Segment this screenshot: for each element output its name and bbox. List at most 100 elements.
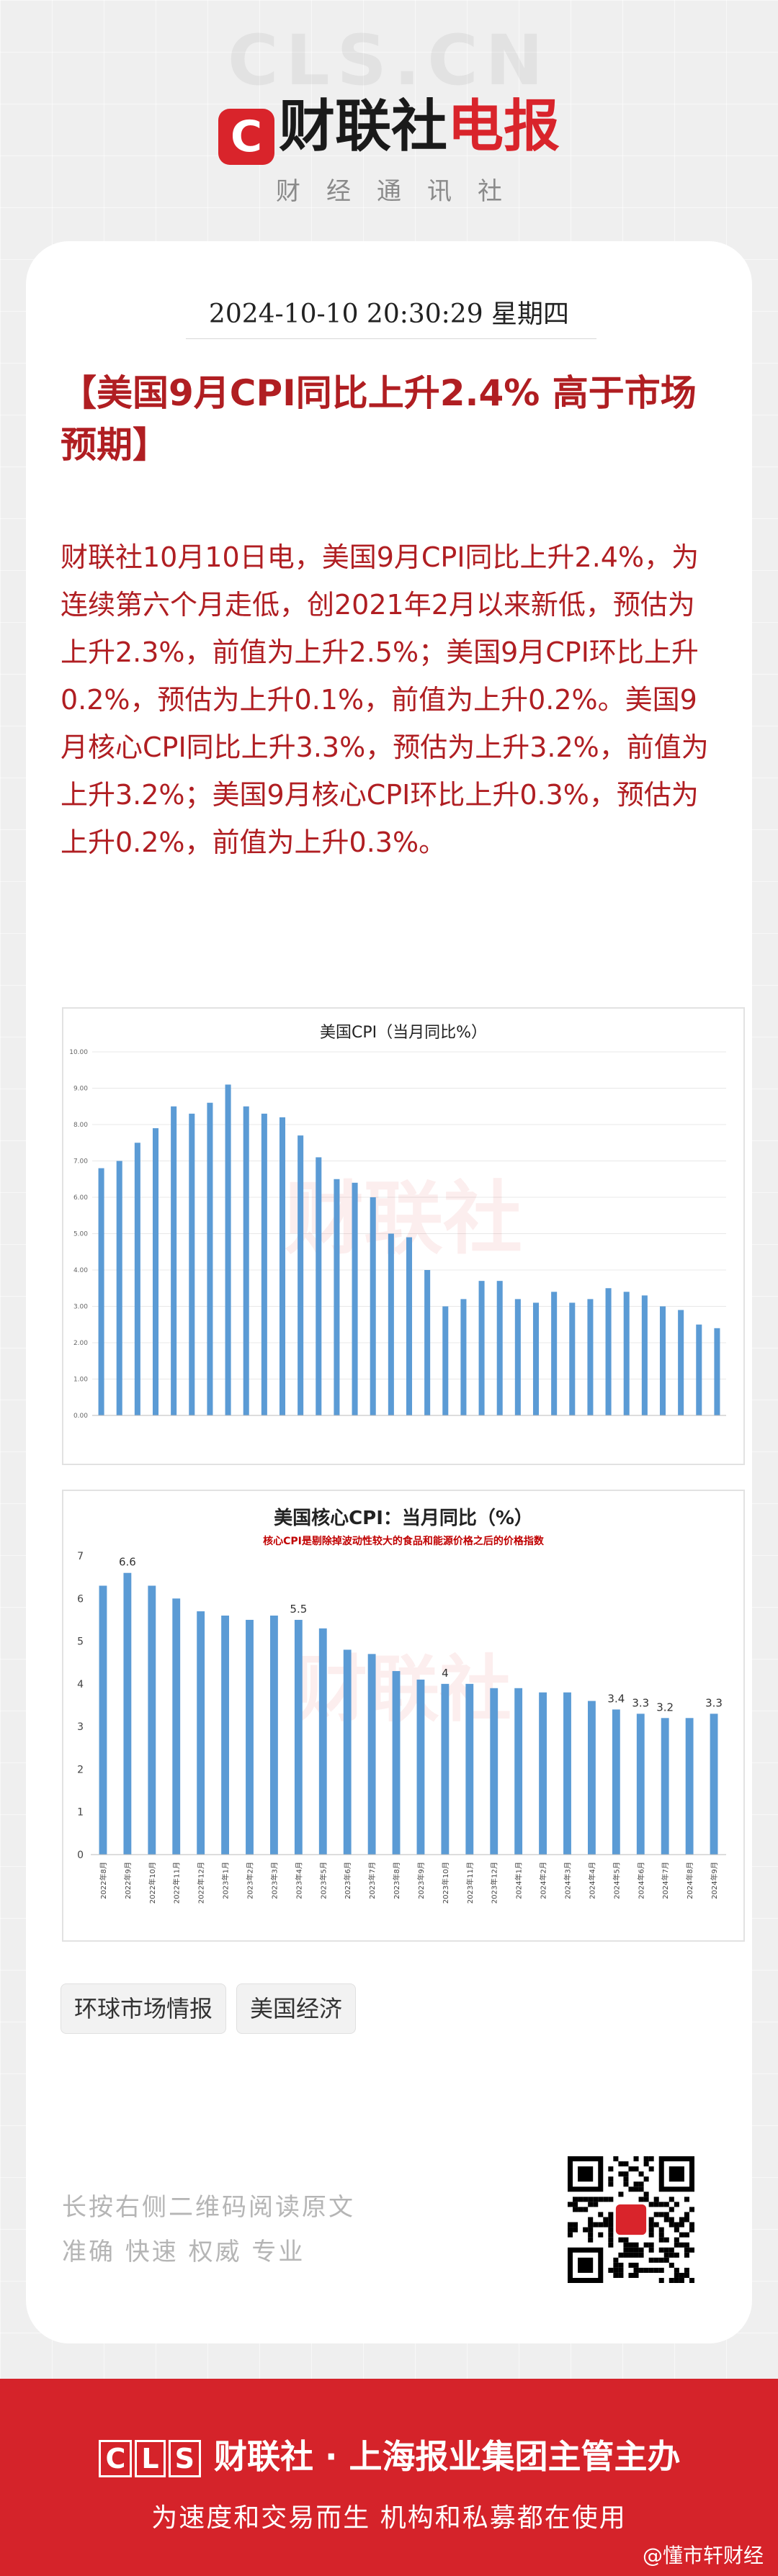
core-cpi-title: 美国核心CPI：当月同比（%） (274, 1507, 533, 1529)
core-cpi-y-tick: 0 (77, 1850, 84, 1861)
cls-watermark: CLS.CN (227, 20, 551, 101)
tag-global-market[interactable]: 环球市场情报 (61, 1983, 227, 2034)
qr-caption: 长按右侧二维码阅读原文 准确 快速 权威 专业 (62, 2185, 355, 2274)
cpi-bar (424, 1270, 431, 1415)
cpi-bar (225, 1084, 231, 1415)
core-cpi-x-tick: 2023年8月 (392, 1862, 401, 1899)
core-cpi-x-tick: 2023年7月 (367, 1862, 377, 1899)
core-cpi-x-tick: 2023年6月 (343, 1862, 352, 1899)
article-card: 2024-10-10 20:30:29 星期四 【美国9月CPI同比上升2.4%… (26, 241, 752, 2343)
core-cpi-x-tick: 2024年1月 (514, 1862, 524, 1899)
core-cpi-y-tick: 7 (77, 1551, 84, 1562)
cpi-bar (243, 1106, 249, 1415)
core-cpi-x-tick: 2022年12月 (197, 1862, 206, 1904)
cpi-bar (279, 1117, 286, 1415)
cpi-bar (714, 1328, 720, 1415)
core-cpi-x-tick: 2024年2月 (539, 1862, 548, 1899)
core-cpi-y-tick: 1 (77, 1807, 84, 1819)
weibo-handle: @懂市轩财经 (642, 2544, 764, 2567)
core-cpi-x-tick: 2024年7月 (661, 1862, 670, 1899)
qr-center-logo (615, 2204, 647, 2235)
cpi-bar (641, 1295, 648, 1415)
footer-slogan: 为速度和交易而生 机构和私募都在使用 (151, 2503, 627, 2533)
cpi-chart-watermark: 财联社 (285, 1173, 522, 1265)
core-cpi-chart-svg: 美国核心CPI：当月同比（%） 核心CPI是剔除掉波动性较大的食品和能源价格之后的… (77, 1507, 726, 1904)
tag-list: 环球市场情报 美国经济 (61, 1983, 366, 2034)
core-cpi-bar (685, 1718, 694, 1855)
core-cpi-x-tick: 2022年10月 (148, 1862, 157, 1904)
cpi-y-tick: 7.00 (73, 1158, 88, 1166)
logo-text-red: 电报 (447, 94, 560, 159)
cpi-chart-title: 美国CPI（当月同比%） (320, 1024, 487, 1042)
core-cpi-y-tick: 5 (77, 1636, 84, 1648)
qr-code[interactable] (568, 2156, 694, 2283)
logo-c-badge: C (218, 109, 274, 165)
cpi-bar (551, 1292, 558, 1415)
core-cpi-x-tick: 2023年10月 (441, 1862, 450, 1904)
core-cpi-bar (343, 1649, 352, 1855)
core-cpi-bar (416, 1679, 425, 1855)
core-cpi-x-tick: 2023年3月 (269, 1862, 279, 1899)
core-cpi-bar (636, 1713, 645, 1855)
core-cpi-x-tick: 2023年4月 (294, 1862, 303, 1899)
cpi-bar (152, 1128, 159, 1415)
cpi-chart: 美国CPI（当月同比%） 0.00 1.00 2.00 3.00 4.00 5.00 6.00… (62, 1007, 745, 1465)
qr-caption-line1: 长按右侧二维码阅读原文 (62, 2193, 355, 2222)
footer-brand: 财联社 (213, 2437, 313, 2476)
cpi-bar (261, 1113, 267, 1415)
article-body: 财联社10月10日电，美国9月CPI同比上升2.4%，为连续第六个月走低，创20… (61, 541, 709, 858)
core-cpi-x-tick: 2023年2月 (246, 1862, 255, 1899)
core-cpi-bar (318, 1628, 327, 1855)
core-cpi-bar (514, 1688, 523, 1855)
core-cpi-y-tick: 2 (77, 1764, 84, 1775)
core-cpi-x-tick: 2023年12月 (490, 1862, 499, 1904)
cpi-y-tick: 5.00 (73, 1231, 88, 1238)
tag-us-economy[interactable]: 美国经济 (236, 1983, 357, 2034)
core-cpi-y-tick: 3 (77, 1721, 84, 1733)
cpi-y-tick: 0.00 (73, 1413, 88, 1420)
qr-caption-line2: 准确 快速 权威 专业 (62, 2238, 305, 2266)
cpi-bar (98, 1168, 104, 1415)
core-cpi-data-label: 3.3 (705, 1696, 723, 1709)
cpi-y-tick: 1.00 (73, 1377, 88, 1384)
core-cpi-data-label: 6.6 (119, 1556, 136, 1569)
core-cpi-bar (587, 1701, 596, 1855)
core-cpi-y-tick: 4 (77, 1679, 84, 1690)
footer-cls-l: L (135, 2440, 166, 2477)
cpi-bar (478, 1281, 485, 1415)
cpi-chart-svg: 美国CPI（当月同比%） 0.00 1.00 2.00 3.00 4.00 5.00 6.00… (69, 1024, 726, 1420)
core-cpi-bar (269, 1616, 278, 1855)
cpi-bar (696, 1324, 702, 1415)
core-cpi-bar (99, 1585, 107, 1855)
cpi-bar (569, 1302, 576, 1415)
core-cpi-x-tick: 2022年8月 (99, 1862, 108, 1899)
cpi-y-tick: 3.00 (73, 1304, 88, 1311)
core-cpi-x-tick: 2023年9月 (416, 1862, 426, 1899)
cpi-y-tick: 2.00 (73, 1340, 88, 1347)
core-cpi-y-tick: 6 (77, 1593, 84, 1605)
cpi-bar (406, 1237, 413, 1415)
core-cpi-x-tick: 2023年1月 (221, 1862, 231, 1899)
core-cpi-bar (221, 1616, 230, 1855)
cpi-bar (623, 1292, 630, 1415)
core-cpi-bar (197, 1611, 205, 1855)
cpi-y-tick: 6.00 (73, 1194, 88, 1202)
core-cpi-subtitle: 核心CPI是剔除掉波动性较大的食品和能源价格之后的价格指数 (263, 1535, 545, 1547)
core-cpi-bar (172, 1598, 181, 1855)
core-cpi-bar (612, 1709, 620, 1855)
cpi-y-tick: 4.00 (73, 1267, 88, 1274)
cpi-bar (496, 1281, 503, 1415)
core-cpi-bar (246, 1619, 254, 1855)
core-cpi-bar (441, 1683, 450, 1855)
core-cpi-x-tick: 2024年8月 (685, 1862, 694, 1899)
datetime-divider (186, 338, 596, 339)
article-datetime: 2024-10-10 20:30:29 星期四 (208, 300, 570, 329)
cpi-bar (659, 1306, 666, 1415)
cpi-bar (587, 1299, 594, 1415)
core-cpi-bar (710, 1713, 718, 1855)
core-cpi-x-tick: 2023年11月 (465, 1862, 475, 1904)
core-cpi-x-tick: 2023年5月 (318, 1862, 328, 1899)
cpi-bar (334, 1179, 340, 1415)
